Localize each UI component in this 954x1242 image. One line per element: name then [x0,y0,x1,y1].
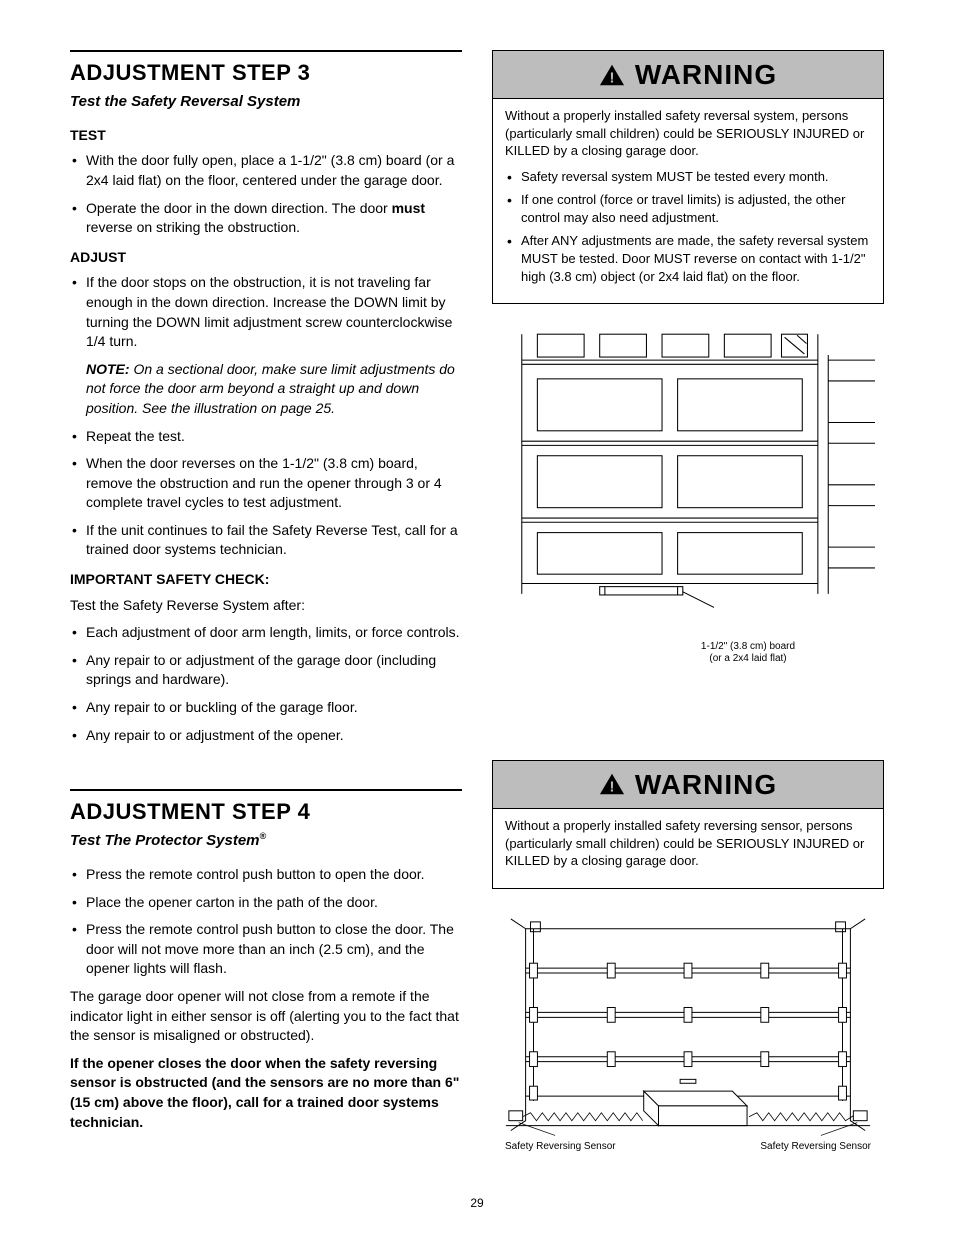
door-board-svg [501,329,875,641]
left-column: ADJUSTMENT STEP 3 Test the Safety Revers… [70,50,462,1165]
warning-title-2: WARNING [635,765,777,804]
adjust-item: When the door reverses on the 1-1/2" (3.… [70,454,462,513]
step4-para: The garage door opener will not close fr… [70,987,462,1046]
note-label: NOTE: [86,361,130,377]
warning1-item: If one control (force or travel limits) … [505,191,871,226]
svg-text:!: ! [609,70,614,86]
step3-heading: ADJUSTMENT STEP 3 [70,58,462,89]
step4-heading: ADJUSTMENT STEP 4 [70,797,462,828]
safety-item: Each adjustment of door arm length, limi… [70,623,462,643]
sensor-label-left: Safety Reversing Sensor [505,1140,616,1154]
safety-item: Any repair to or buckling of the garage … [70,698,462,718]
step4-list: Press the remote control push button to … [70,865,462,979]
rule-step3 [70,50,462,52]
safety-check-intro: Test the Safety Reverse System after: [70,596,462,616]
sensor-label-right: Safety Reversing Sensor [760,1140,871,1154]
safety-item: Any repair to or adjustment of the opene… [70,726,462,746]
safety-check-list: Each adjustment of door arm length, limi… [70,623,462,745]
warning-triangle-icon: ! [599,772,625,796]
right-column: ! WARNING Without a properly installed s… [492,50,884,1165]
warning1-list: Safety reversal system MUST be tested ev… [505,168,871,285]
adjust-item: If the door stops on the obstruction, it… [70,273,462,351]
sensor-labels: Safety Reversing Sensor Safety Reversing… [501,1140,875,1154]
adjust-heading: ADJUST [70,248,462,268]
illust1-label: 1-1/2" (3.8 cm) board (or a 2x4 laid fla… [621,641,875,665]
rule-step4 [70,789,462,791]
warning-box-2: ! WARNING Without a properly installed s… [492,760,884,889]
illustration-door-sensor: Safety Reversing Sensor Safety Reversing… [492,905,884,1163]
adjust-list-cont: Repeat the test. When the door reverses … [70,427,462,561]
warning2-intro: Without a properly installed safety reve… [505,817,871,870]
step4-subtitle: Test The Protector System® [70,830,462,851]
test-list: With the door fully open, place a 1-1/2"… [70,151,462,237]
step4-item: Press the remote control push button to … [70,865,462,885]
warning-box-1: ! WARNING Without a properly installed s… [492,50,884,304]
step4-item: Press the remote control push button to … [70,920,462,979]
page-number: 29 [70,1195,884,1212]
warning1-intro: Without a properly installed safety reve… [505,107,871,160]
door-sensor-svg [501,914,875,1140]
test-item: Operate the door in the down direction. … [70,199,462,238]
safety-check-heading: IMPORTANT SAFETY CHECK: [70,570,462,590]
warning1-item: After ANY adjustments are made, the safe… [505,232,871,285]
content-columns: ADJUSTMENT STEP 3 Test the Safety Revers… [70,50,884,1165]
step3-subtitle: Test the Safety Reversal System [70,91,462,112]
step4-item: Place the opener carton in the path of t… [70,893,462,913]
test-heading: TEST [70,126,462,146]
svg-text:!: ! [609,780,614,796]
warning-header-2: ! WARNING [493,761,883,809]
warning-header-1: ! WARNING [493,51,883,99]
warning-body-1: Without a properly installed safety reve… [493,99,883,303]
adjust-list: If the door stops on the obstruction, it… [70,273,462,351]
warning-title-1: WARNING [635,55,777,94]
safety-item: Any repair to or adjustment of the garag… [70,651,462,690]
test-item: With the door fully open, place a 1-1/2"… [70,151,462,190]
illustration-door-board: 1-1/2" (3.8 cm) board (or a 2x4 laid fla… [492,320,884,674]
note-body: On a sectional door, make sure limit adj… [86,361,455,416]
warning-triangle-icon: ! [599,63,625,87]
adjust-item: Repeat the test. [70,427,462,447]
adjust-item: If the unit continues to fail the Safety… [70,521,462,560]
warning-body-2: Without a properly installed safety reve… [493,809,883,888]
step4-bold-para: If the opener closes the door when the s… [70,1054,462,1132]
adjust-note: NOTE: On a sectional door, make sure lim… [70,360,462,419]
warning1-item: Safety reversal system MUST be tested ev… [505,168,871,186]
